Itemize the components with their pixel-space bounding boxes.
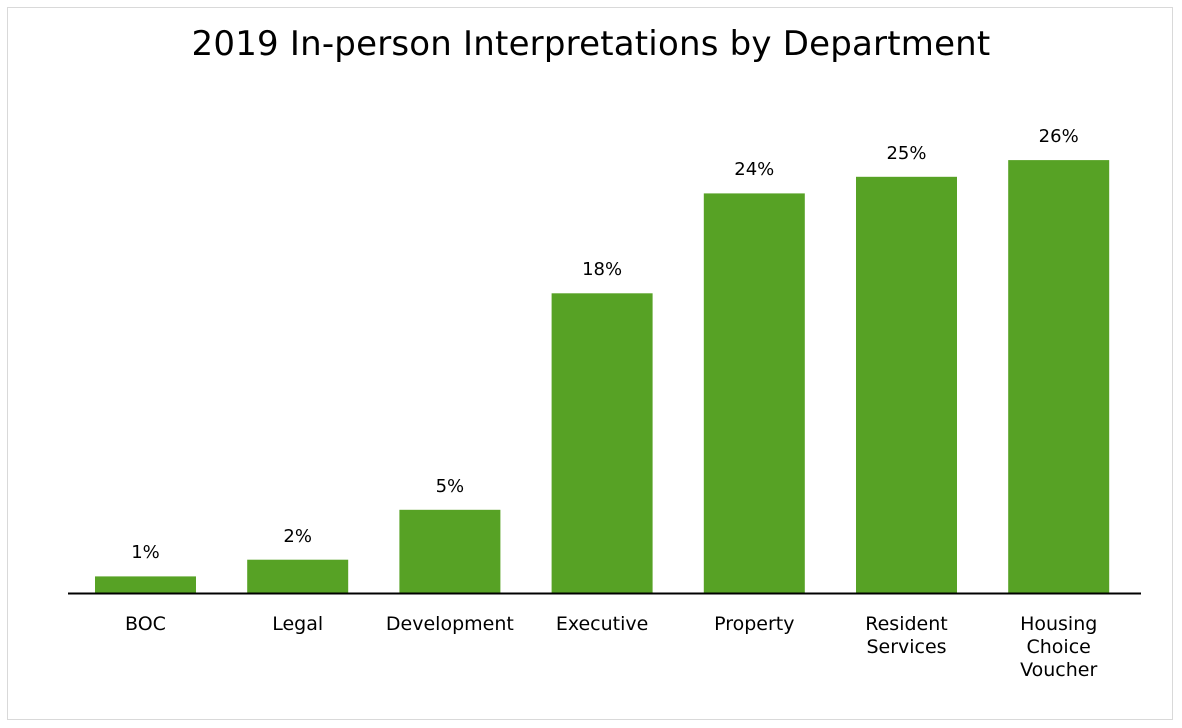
category-label-line: Housing xyxy=(1020,613,1098,635)
bar-legal xyxy=(247,559,349,593)
category-label: BOC xyxy=(71,613,221,636)
bar-resident-services xyxy=(856,176,957,594)
chart-title: 2019 In-person Interpretations by Depart… xyxy=(191,24,991,64)
category-label: Property xyxy=(679,613,829,636)
bar-development xyxy=(399,509,501,594)
bar-property xyxy=(703,193,805,593)
data-label: 18% xyxy=(582,259,623,281)
category-label-line: Voucher xyxy=(1020,659,1098,681)
category-label: Resident Services xyxy=(832,613,982,659)
category-label-line: Executive xyxy=(555,613,649,635)
category-label: Development xyxy=(375,613,525,636)
category-label-line: Resident xyxy=(865,613,948,635)
category-label-line: Development xyxy=(385,613,514,635)
category-label-line: Choice xyxy=(1026,636,1091,658)
data-label: 1% xyxy=(131,542,160,564)
data-label: 25% xyxy=(886,142,927,164)
category-label: Executive xyxy=(527,613,677,636)
bar-housing-choice-voucher xyxy=(1008,160,1110,593)
category-label-line: Property xyxy=(714,613,795,635)
category-label: Legal xyxy=(223,613,373,636)
data-label: 2% xyxy=(283,525,312,547)
category-label: Housing Choice Voucher xyxy=(984,613,1134,682)
category-label-line: BOC xyxy=(125,613,166,635)
category-label-line: Legal xyxy=(272,613,324,635)
data-label: 24% xyxy=(734,159,775,181)
bar-executive xyxy=(551,293,653,593)
data-label: 5% xyxy=(435,475,465,497)
category-label-line: Services xyxy=(866,636,947,658)
bar-boc xyxy=(95,576,196,593)
data-label: 26% xyxy=(1038,126,1079,148)
